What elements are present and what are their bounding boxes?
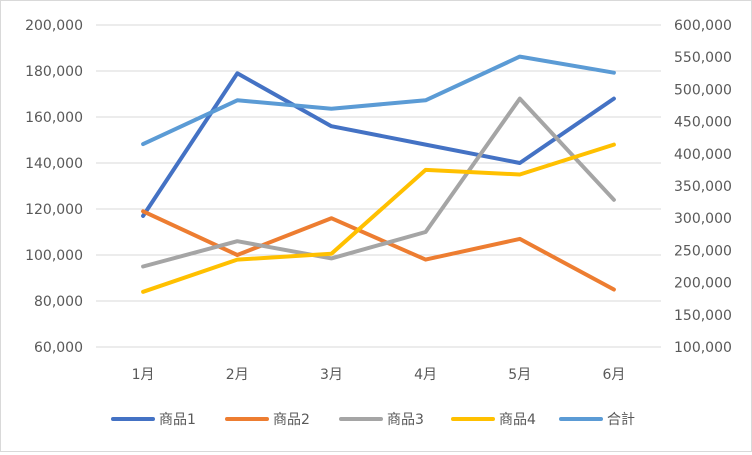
left-tick-label: 140,000 — [25, 156, 83, 172]
right-tick-label: 400,000 — [674, 147, 732, 163]
x-axis: 1月 2月 3月 4月 5月 6月 — [132, 367, 626, 383]
legend-label: 商品4 — [499, 412, 536, 428]
right-tick-label: 100,000 — [674, 340, 732, 356]
right-tick-label: 350,000 — [674, 179, 732, 195]
right-y-axis: 100,000 150,000 200,000 250,000 300,000 350,0… — [674, 18, 732, 356]
left-tick-label: 80,000 — [34, 294, 83, 310]
series-line-5 — [141, 54, 616, 147]
legend: 商品1 商品2 商品3 商品4 合計 — [111, 412, 635, 428]
right-tick-label: 600,000 — [674, 18, 732, 34]
left-tick-label: 60,000 — [34, 340, 83, 356]
series-lines — [141, 54, 616, 294]
right-tick-label: 150,000 — [674, 308, 732, 324]
legend-label: 商品2 — [273, 412, 310, 428]
left-tick-label: 200,000 — [25, 18, 83, 34]
series-line-3 — [141, 96, 616, 269]
right-tick-label: 250,000 — [674, 243, 732, 259]
right-tick-label: 550,000 — [674, 50, 732, 66]
legend-label: 合計 — [607, 412, 635, 428]
x-tick-label: 6月 — [602, 367, 625, 383]
left-tick-label: 100,000 — [25, 248, 83, 264]
left-tick-label: 120,000 — [25, 202, 83, 218]
right-tick-label: 300,000 — [674, 211, 732, 227]
legend-label: 商品3 — [387, 412, 424, 428]
left-tick-label: 160,000 — [25, 110, 83, 126]
x-tick-label: 4月 — [414, 367, 437, 383]
x-tick-label: 2月 — [226, 367, 249, 383]
series-line-4 — [141, 142, 616, 294]
left-tick-label: 180,000 — [25, 64, 83, 80]
x-tick-label: 3月 — [320, 367, 343, 383]
right-tick-label: 450,000 — [674, 115, 732, 131]
x-tick-label: 5月 — [508, 367, 531, 383]
legend-label: 商品1 — [159, 412, 196, 428]
series-line-2 — [141, 209, 616, 292]
right-tick-label: 200,000 — [674, 276, 732, 292]
gridlines — [96, 24, 661, 348]
x-tick-label: 1月 — [132, 367, 155, 383]
left-y-axis: 60,000 80,000 100,000 120,000 140,000 160,000… — [25, 18, 83, 356]
series-line-1 — [141, 71, 616, 218]
right-tick-label: 500,000 — [674, 82, 732, 98]
